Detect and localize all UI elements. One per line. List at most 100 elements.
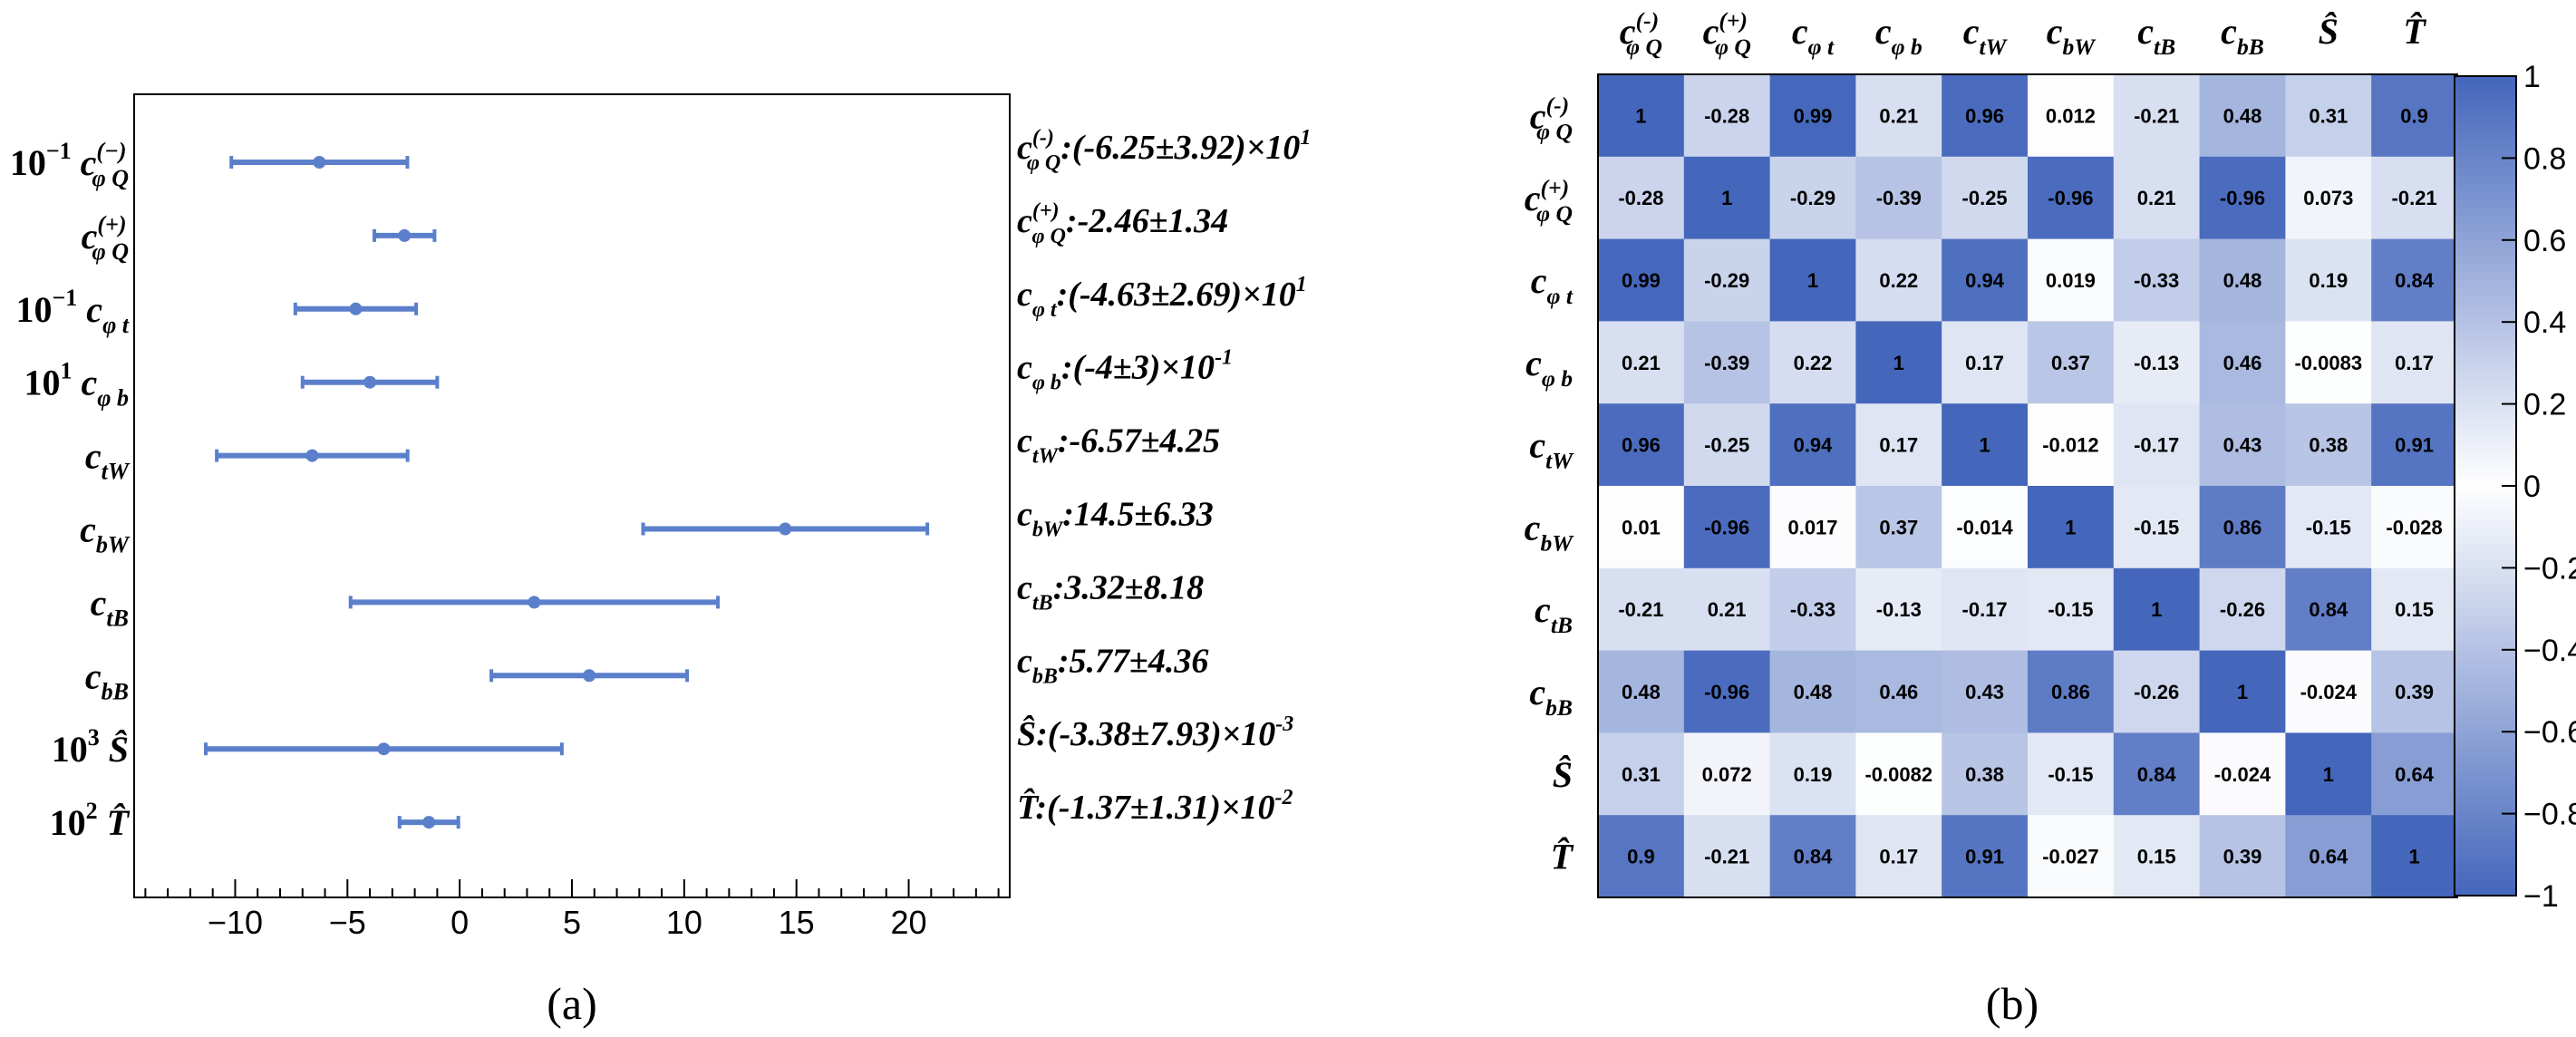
result-exponent: 1: [1300, 126, 1311, 150]
heatmap-cell: [1769, 732, 1856, 816]
cell-value: 0.39: [2395, 681, 2434, 703]
cell-value: 0.017: [1787, 516, 1837, 538]
cell-value: -0.027: [2042, 846, 2098, 868]
heatmap-cell: [1769, 650, 1856, 733]
colorbar-segment: [2455, 158, 2516, 168]
cell-value: -0.012: [2042, 434, 2098, 457]
colorbar-segment: [2455, 330, 2516, 339]
cell-value: 1: [2151, 598, 2162, 621]
row-label: ctW: [1529, 425, 1574, 474]
heatmap-cell: [1942, 238, 2029, 322]
heatmap-cell: [2028, 486, 2115, 569]
heatmap-cell: [1942, 403, 2029, 487]
fit-result: ctB:3.32±8.18: [1017, 568, 1204, 615]
symbol-subscript: bB: [2237, 34, 2264, 60]
cell-value: 1: [2323, 763, 2334, 786]
symbol-subscript: φ b: [1892, 34, 1922, 60]
cell-value: -0.26: [2134, 681, 2179, 703]
cell-value: -0.21: [2392, 187, 2437, 209]
heatmap-cell: [1855, 321, 1942, 404]
cell-value: 0.91: [1965, 846, 2004, 868]
heatmap-cell: [2285, 74, 2372, 158]
colorbar-segment: [2455, 608, 2516, 618]
symbol-subscript: φ t: [1032, 298, 1058, 322]
cell-value: 0.01: [1622, 516, 1661, 538]
parameter-label: ctB: [91, 582, 129, 631]
heatmap-cell: [2371, 567, 2458, 652]
colorbar-segment: [2455, 887, 2516, 896]
heatmap-cell: [1598, 650, 1685, 733]
colorbar-segment: [2455, 272, 2516, 282]
cell-value: 0.21: [1879, 104, 1918, 127]
cell-value: 1: [2065, 516, 2076, 538]
colorbar-tick-label: 1: [2523, 60, 2541, 94]
parameter-label: 103 Ŝ: [52, 724, 129, 770]
colorbar-segment: [2455, 584, 2516, 594]
heatmap-cell: [1683, 732, 1771, 816]
central-value-marker: [377, 742, 391, 756]
spacer: [77, 289, 86, 330]
parameter-label: cbB: [85, 655, 129, 704]
x-tick-label: 0: [450, 904, 469, 941]
heatmap-cell: [1855, 567, 1942, 652]
cell-value: 0.64: [2309, 846, 2348, 868]
colorbar-segment: [2455, 166, 2516, 176]
symbol-base: c: [1703, 11, 1719, 52]
fit-result: cbW:14.5±6.33: [1017, 496, 1214, 542]
colorbar-tick-label: 0: [2523, 470, 2541, 504]
cell-value: -0.96: [2048, 187, 2093, 209]
cell-value: 0.96: [1965, 104, 2004, 127]
heatmap-cell: [2028, 156, 2115, 240]
cell-value: -0.0083: [2294, 352, 2362, 374]
cell-value: 0.073: [2303, 187, 2353, 209]
symbol-subscript: bB: [102, 678, 129, 704]
cell-value: -0.28: [1704, 104, 1749, 127]
heatmap-cell: [1942, 321, 2029, 404]
colorbar-segment: [2455, 805, 2516, 815]
cell-value: 0.17: [1879, 846, 1918, 868]
colorbar-segment: [2455, 821, 2516, 831]
heatmap-cell: [2199, 238, 2286, 322]
cell-value: 0.46: [1879, 681, 1918, 703]
heatmap-cell: [1942, 74, 2029, 158]
scale-exponent: 1: [61, 358, 73, 384]
cell-value: 1: [1979, 434, 1990, 457]
cell-value: -0.17: [1962, 598, 2008, 621]
cell-value: 0.94: [1965, 269, 2005, 292]
heatmap-cell: [1683, 238, 1771, 322]
scale-exponent: 2: [86, 798, 98, 824]
heatmap-cell: [2113, 650, 2201, 733]
cell-value: 0.86: [2223, 516, 2262, 538]
symbol-subscript: φ Q: [1536, 118, 1573, 144]
heatmap-cell: [1855, 156, 1942, 240]
colorbar-segment: [2455, 460, 2516, 470]
cell-value: 1: [2237, 681, 2248, 703]
symbol-base: T̂: [2403, 11, 2426, 52]
heatmap-cell: [1683, 650, 1771, 733]
heatmap-cell: [2199, 74, 2286, 158]
heatmap-cell: [1683, 156, 1771, 240]
symbol-base: c: [1535, 589, 1551, 630]
heatmap-cell: [2113, 321, 2201, 404]
central-value-marker: [528, 596, 541, 609]
cell-value: -0.15: [2048, 598, 2093, 621]
symbol-superscript: (-): [1032, 126, 1054, 150]
heatmap-cell: [1683, 321, 1771, 404]
parameter-label: 101 cφ b: [24, 358, 129, 412]
parameter-label: c(+) φ Q: [82, 211, 130, 265]
symbol-subscript: tB: [106, 605, 129, 631]
cell-value: -0.29: [1790, 187, 1835, 209]
cell-value: 0.84: [2309, 598, 2348, 621]
column-label: Ŝ: [2319, 11, 2339, 52]
result-value: :(-1.37±1.31)×10: [1035, 789, 1274, 827]
fit-result: T̂:(-1.37±1.31)×10-2: [1017, 786, 1293, 827]
cell-value: 1: [1893, 352, 1904, 374]
parameter-label: 102 T̂: [50, 798, 131, 843]
cell-value: 0.99: [1622, 269, 1661, 292]
scale-factor: 10: [50, 802, 86, 843]
heatmap-cell: [1855, 238, 1942, 322]
colorbar-segment: [2455, 76, 2516, 85]
heatmap-cell: [1598, 321, 1685, 404]
